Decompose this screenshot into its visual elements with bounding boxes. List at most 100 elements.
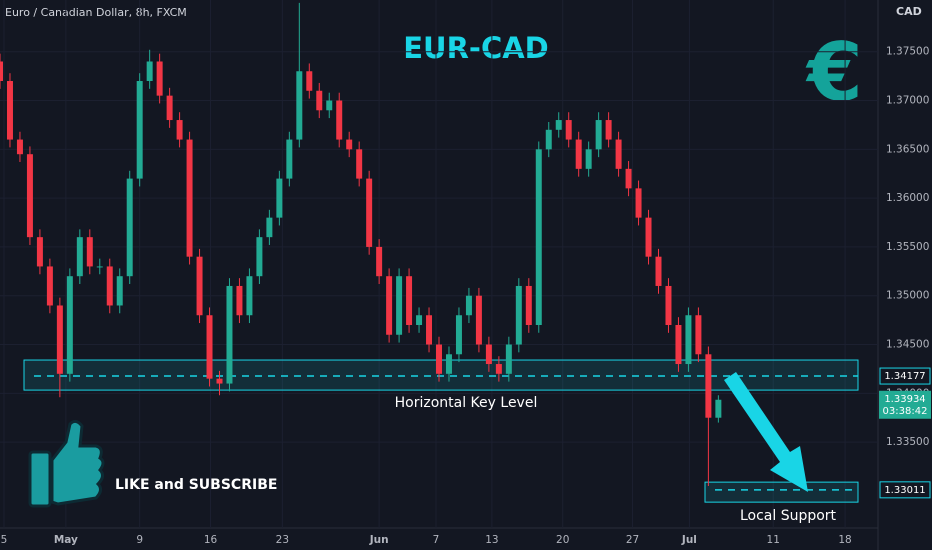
candle-body	[655, 256, 662, 286]
price-tag	[879, 481, 931, 499]
candle-body	[485, 344, 492, 365]
y-tick-label: 1.37500	[886, 46, 929, 58]
candle-body	[356, 149, 363, 179]
cta-text: LIKE and SUBSCRIBE	[115, 477, 277, 493]
candle-body	[416, 315, 423, 325]
price-tag-label: 1.34177	[884, 371, 925, 382]
candle-body	[386, 276, 393, 335]
candle-body	[266, 217, 273, 238]
x-tick-label: Jul	[681, 534, 697, 546]
candle-body	[426, 315, 433, 345]
candle-body	[106, 266, 113, 306]
candle-body	[296, 71, 303, 140]
candle-body	[56, 305, 63, 374]
candle-body	[645, 217, 652, 257]
thumbs-up-icon	[28, 419, 105, 508]
candle-body	[465, 295, 472, 316]
price-tag-label: 1.33011	[884, 485, 925, 496]
candle-body	[565, 120, 572, 140]
y-tick-label: 1.35000	[886, 290, 929, 302]
candle-body	[316, 90, 323, 111]
thumb-cuff	[28, 450, 52, 508]
y-tick-label: 1.35500	[886, 241, 929, 253]
candle-body	[16, 139, 23, 155]
candle-body	[495, 364, 502, 374]
y-tick-label: 1.34500	[886, 339, 929, 351]
candle-body	[276, 178, 283, 218]
support-label: Local Support	[740, 508, 837, 524]
candle-body	[615, 139, 622, 169]
y-tick-label: 1.33500	[886, 436, 929, 448]
candle-body	[605, 120, 612, 140]
arrow	[724, 372, 808, 492]
candle-body	[525, 285, 532, 325]
candle-body	[585, 149, 592, 169]
candle-body	[326, 100, 333, 111]
x-tick-label: 27	[626, 534, 639, 546]
candle-body	[136, 81, 143, 179]
thumb-hand	[50, 419, 105, 506]
candle-body	[246, 276, 253, 316]
candle-body	[26, 154, 33, 238]
x-tick-label: Jun	[369, 534, 389, 546]
candle-body	[126, 178, 133, 277]
x-tick-label: 11	[767, 534, 780, 546]
y-tick-label: 1.37000	[886, 95, 929, 107]
candle-body	[166, 95, 173, 121]
candle-body	[6, 81, 13, 140]
candle-body	[535, 149, 542, 325]
candle-body	[0, 61, 3, 82]
candle-body	[76, 237, 83, 277]
chart-title: Euro / Canadian Dollar, 8h, FXCM	[5, 6, 187, 19]
key-level-label: Horizontal Key Level	[395, 395, 538, 411]
candle-body	[715, 399, 722, 418]
candle-body	[346, 139, 353, 150]
x-tick-label: 20	[556, 534, 569, 546]
candle-body	[555, 120, 562, 130]
plot	[0, 0, 878, 528]
y-tick-label: 1.36500	[886, 143, 929, 155]
x-tick-label: 18	[838, 534, 851, 546]
candle-body	[445, 354, 452, 374]
candle-body	[86, 237, 93, 267]
euro-symbol: €	[805, 26, 863, 119]
last-price: 1.33934	[884, 394, 925, 405]
candle-body	[226, 285, 233, 384]
candle-body	[66, 276, 73, 374]
candle-body	[336, 100, 343, 140]
candle-body	[436, 344, 442, 374]
candle-body	[96, 266, 103, 268]
candle-body	[625, 168, 632, 189]
candle-body	[685, 315, 692, 365]
x-tick-label: 23	[276, 534, 289, 546]
candle-body	[695, 315, 702, 355]
candle-body	[286, 139, 293, 179]
candle-body	[306, 71, 313, 91]
candle-body	[236, 285, 243, 316]
candle-body	[376, 246, 383, 277]
x-tick-label: 16	[204, 534, 218, 546]
x-tick-label: 9	[136, 534, 143, 546]
y-tick-label: 1.36000	[886, 192, 929, 204]
candle-body	[216, 378, 223, 384]
x-tick-label: 13	[485, 534, 498, 546]
candle-body	[36, 237, 43, 267]
candle-body	[196, 256, 203, 316]
candle-body	[256, 237, 263, 277]
price-tag	[879, 367, 931, 385]
candle-body	[595, 120, 602, 150]
level-zone	[704, 481, 859, 503]
currency: CAD	[896, 5, 922, 18]
x-tick-label: May	[54, 534, 78, 546]
candle-body	[515, 285, 522, 345]
candle-body	[206, 315, 213, 379]
candle-body	[475, 295, 482, 345]
candle-body	[366, 178, 373, 247]
candle-body	[46, 266, 53, 306]
candle-body	[176, 120, 183, 140]
candle-body	[186, 139, 193, 257]
candle-body	[665, 285, 672, 325]
candle-body	[455, 315, 462, 355]
candle-body	[146, 61, 153, 82]
